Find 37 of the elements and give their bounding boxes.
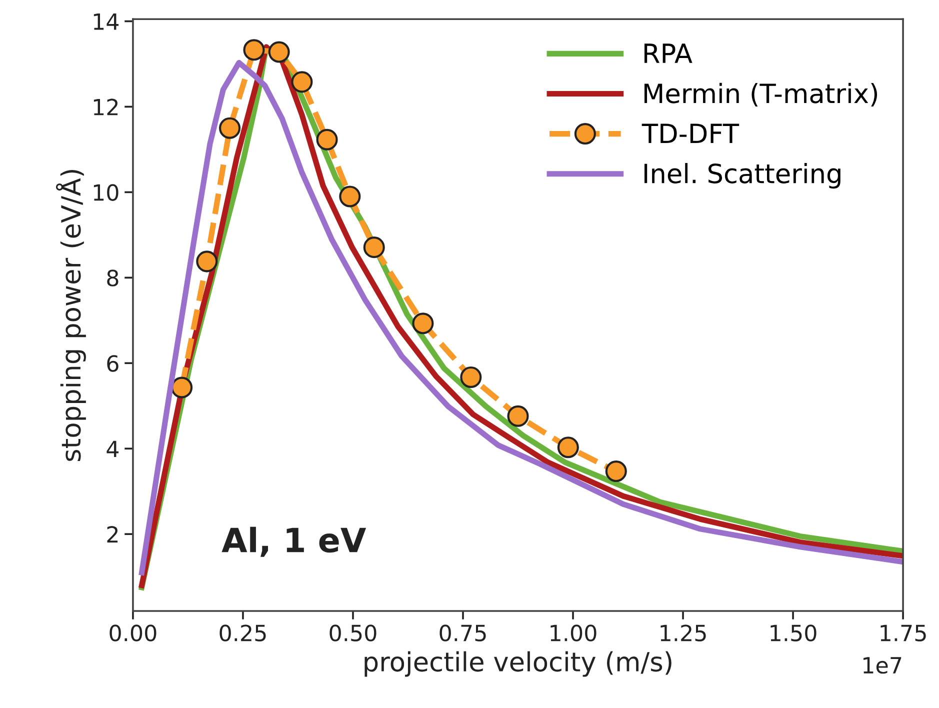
point: [557, 436, 579, 458]
x-tick-label: 1.50: [770, 624, 816, 642]
x-tick-label: 0.00: [110, 624, 156, 642]
point: [460, 366, 482, 388]
point: [507, 405, 529, 427]
y-tick-label: 6: [107, 355, 118, 372]
x-tick-label: 1.00: [550, 624, 596, 642]
x-tick-label: 0.75: [440, 624, 486, 642]
y-tick-label: 4: [106, 440, 119, 458]
point: [268, 41, 290, 63]
point: [605, 460, 627, 482]
x-tick-label: 0.25: [220, 624, 266, 642]
legend-label: Mermin (T-matrix): [644, 82, 878, 106]
legend-label: TD-DFT: [642, 124, 740, 144]
y-tick-label: 14: [94, 13, 119, 30]
y-tick-label: 12: [94, 98, 118, 116]
legend-label: RPA: [644, 44, 692, 63]
point: [412, 312, 434, 334]
point: [171, 376, 193, 398]
point: [243, 39, 265, 61]
point: [316, 128, 338, 150]
x-tick-label: 0.50: [330, 624, 376, 642]
point: [219, 117, 241, 139]
y-tick-label: 8: [107, 270, 118, 286]
x-tick-label: 1.75: [880, 624, 926, 642]
annotation: Al, 1 eV: [222, 526, 366, 557]
y-axis-title: stopping power (eV/Å): [56, 170, 86, 461]
point: [339, 186, 361, 208]
point: [196, 250, 218, 272]
x-axis-title: projectile velocity (m/s): [364, 651, 672, 677]
text: 1e7: [864, 657, 902, 674]
legend-label: Inel. Scattering: [644, 163, 840, 189]
y-tick-label: 10: [94, 184, 118, 201]
x-tick-label: 1.25: [660, 624, 706, 642]
point: [363, 236, 385, 258]
point: [291, 71, 313, 93]
y-tick-label: 2: [107, 526, 118, 543]
